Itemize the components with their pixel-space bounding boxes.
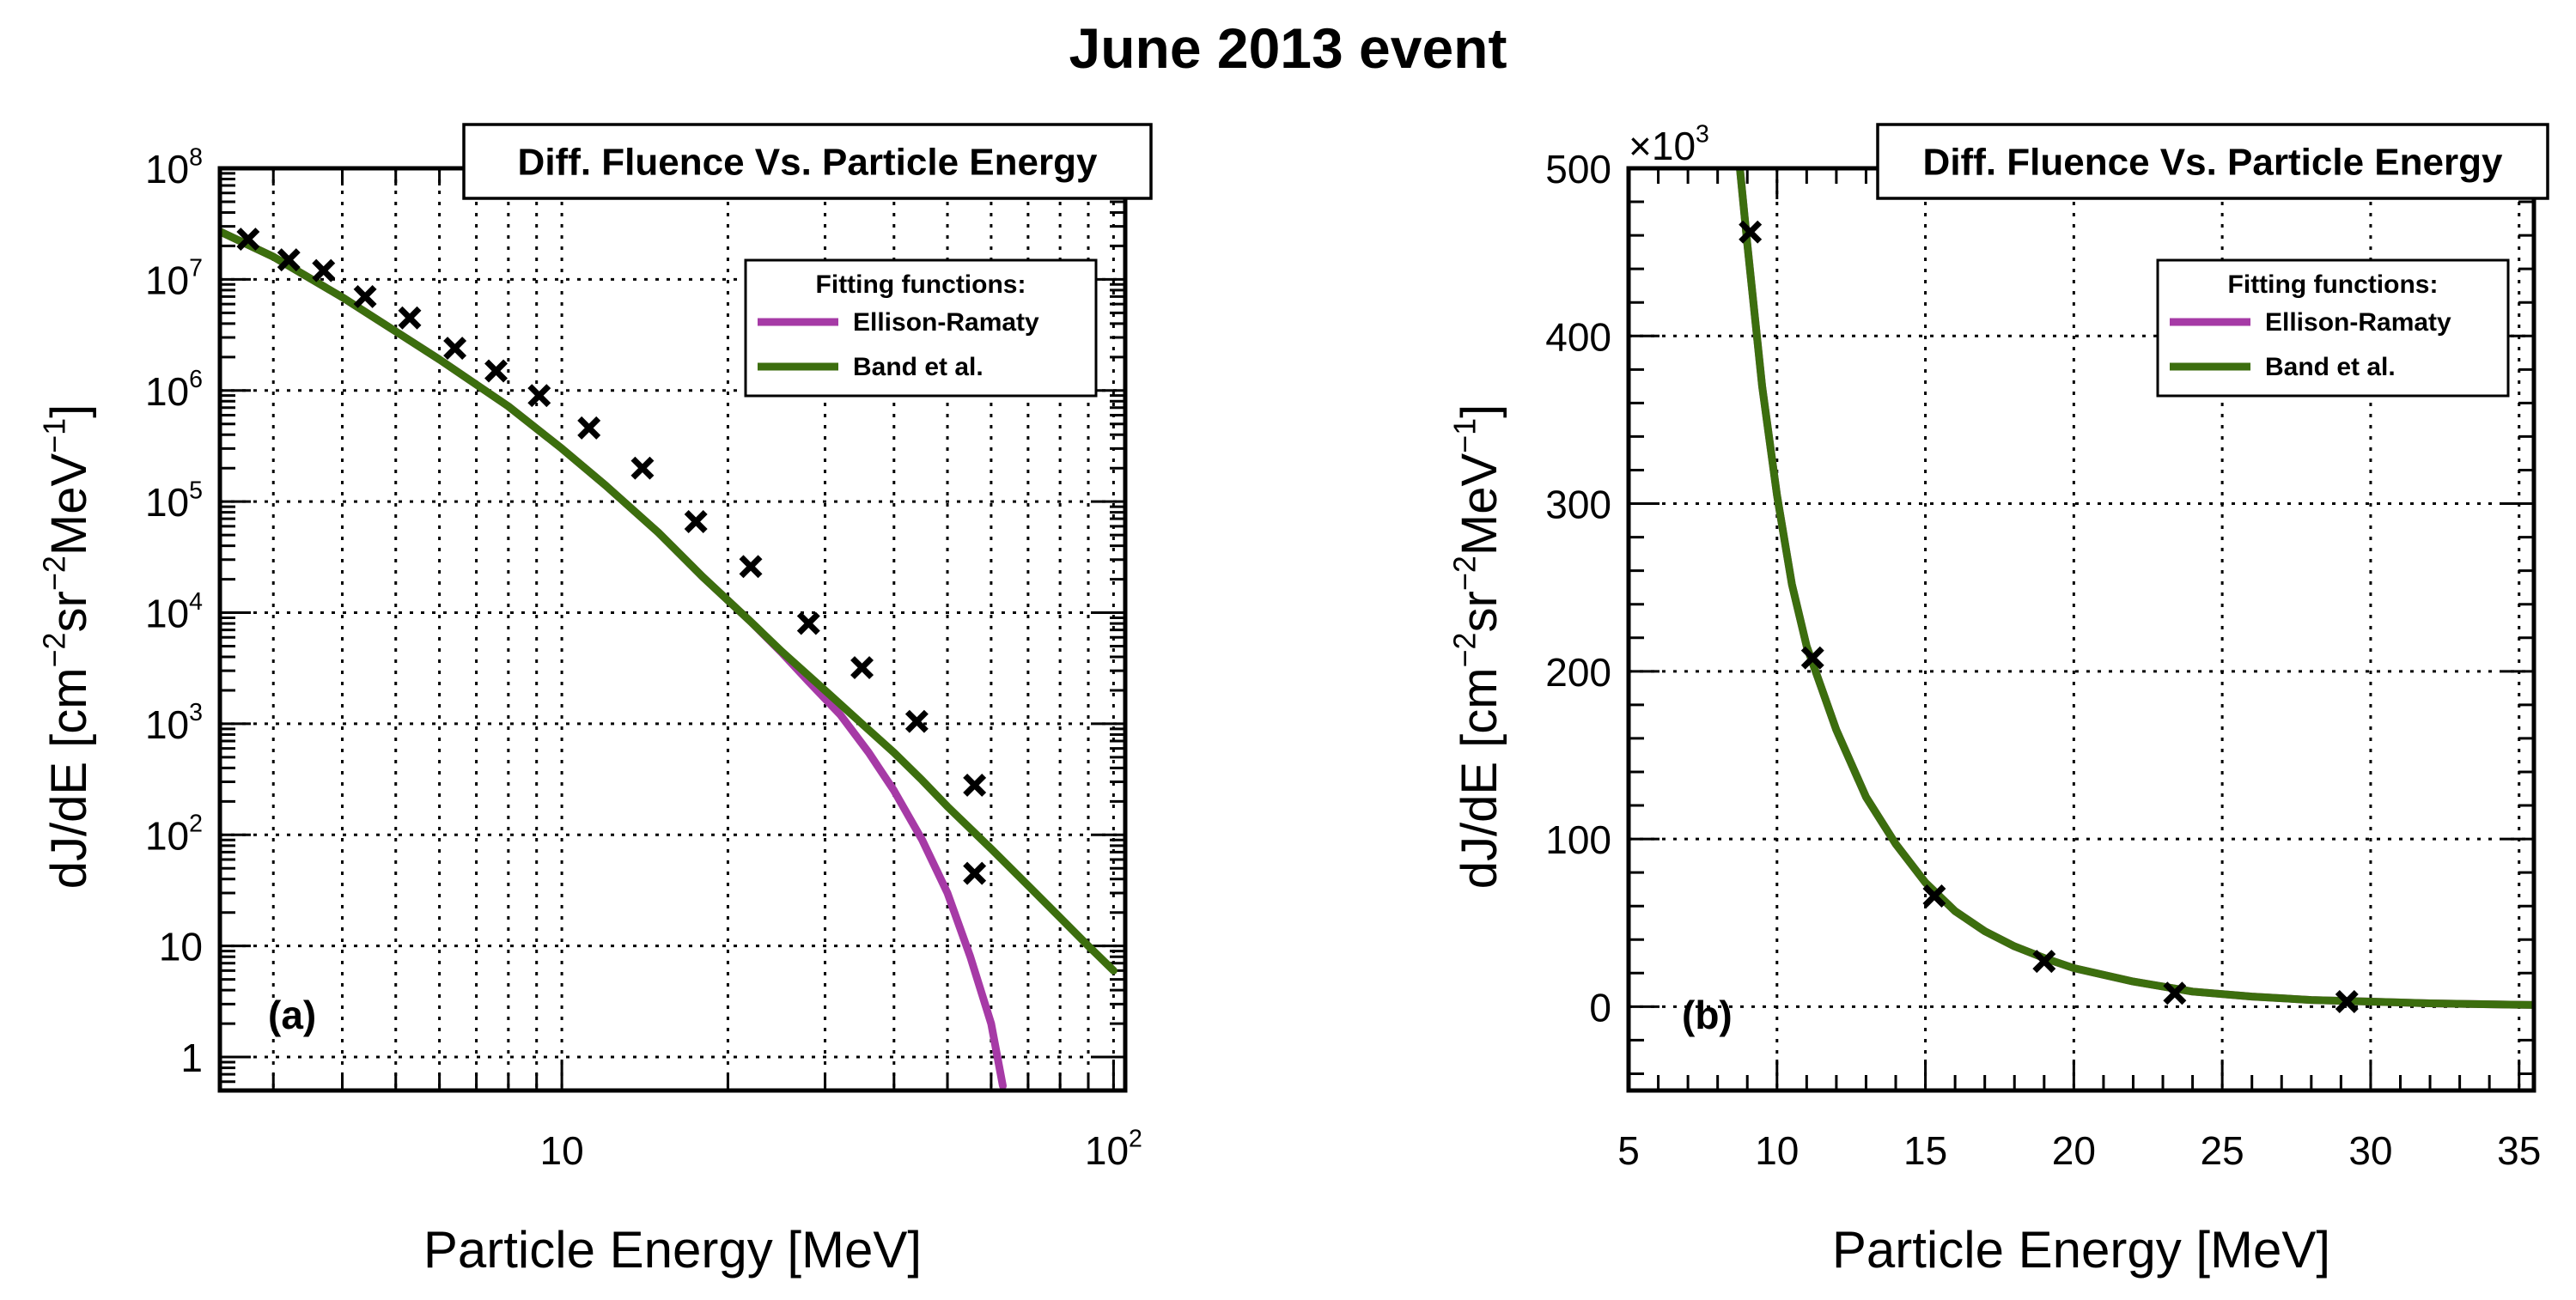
- y-tick-label: 10: [159, 925, 203, 969]
- legend-title: Fitting functions:: [2228, 270, 2439, 299]
- y-tick-label: 105: [145, 477, 203, 525]
- legend-entry: Band et al.: [2265, 353, 2396, 381]
- panel-title: Diff. Fluence Vs. Particle Energy: [518, 141, 1098, 183]
- data-point-marker: [484, 359, 509, 383]
- y-axis-multiplier: ×103: [1629, 120, 1709, 168]
- legend-entry: Ellison-Ramaty: [853, 308, 1039, 337]
- figure-title: June 2013 event: [1069, 16, 1507, 80]
- panel-a: 1 10 102 103 104 105 106 107 108 10 102 Particle En…: [37, 123, 1153, 1279]
- data-point-marker: [2335, 990, 2359, 1013]
- data-point-marker: [904, 709, 929, 733]
- band-fit-curve: [1736, 168, 2534, 1009]
- panel-title-box: Diff. Fluence Vs. Particle Energy: [462, 123, 1153, 200]
- x-tick-label: 25: [2201, 1128, 2244, 1173]
- x-tick-label: 102: [1085, 1125, 1142, 1173]
- y-axis-label: dJ/dE [cm−2sr−2MeV−1]: [37, 404, 97, 890]
- y-tick-label: 0: [1589, 985, 1611, 1030]
- x-axis-label: Particle Energy [MeV]: [423, 1221, 922, 1279]
- data-point-marker: [850, 656, 874, 680]
- markers-b: [1739, 220, 2359, 1013]
- curves-a: [220, 228, 1117, 1090]
- panel-title-box: Diff. Fluence Vs. Particle Energy: [1876, 123, 2549, 200]
- data-point-marker: [739, 555, 763, 579]
- markers-a: [236, 228, 987, 885]
- y-tick-label: 102: [145, 811, 203, 859]
- data-point-marker: [312, 258, 336, 282]
- data-point-marker: [577, 416, 601, 440]
- x-axis-label: Particle Energy [MeV]: [1832, 1221, 2330, 1279]
- legend-box: [744, 258, 1098, 398]
- legend-b: Fitting functions: Ellison-Ramaty Band et …: [2156, 258, 2510, 398]
- x-tick-label: 35: [2497, 1128, 2541, 1173]
- y-tick-label: 106: [145, 366, 203, 414]
- x-tick-label: 10: [1755, 1128, 1799, 1173]
- y-tick-label: 103: [145, 699, 203, 747]
- panel-title-frame: [462, 123, 1153, 200]
- y-axis-label: dJ/dE [cm−2sr−2MeV−1]: [1447, 404, 1507, 890]
- y-tick-label: 1: [180, 1036, 203, 1080]
- data-point-marker: [630, 456, 655, 480]
- grid-b: [1629, 168, 2534, 1090]
- data-point-marker: [443, 337, 467, 361]
- y-tick-label: 400: [1545, 314, 1611, 359]
- data-point-marker: [1800, 646, 1824, 670]
- legend-entry: Band et al.: [853, 353, 984, 381]
- y-tick-label: 300: [1545, 483, 1611, 527]
- legend-entry: Ellison-Ramaty: [2265, 308, 2451, 337]
- data-point-marker: [1739, 220, 1763, 244]
- x-tick-label: 10: [540, 1128, 584, 1173]
- legend-a: Fitting functions: Ellison-Ramaty Band et …: [744, 258, 1098, 398]
- y-tick-label: 500: [1545, 147, 1611, 191]
- data-point-marker: [684, 510, 708, 533]
- legend-box: [2156, 258, 2510, 398]
- x-tick-label: 30: [2348, 1128, 2392, 1173]
- panel-b: 5 10 15 20 25 30 35 0 100 200 300 400 500 ×103 Particl…: [1447, 120, 2549, 1279]
- band-fit-curve: [220, 228, 1117, 975]
- data-point-marker: [1922, 884, 1946, 908]
- x-tick-label: 15: [1903, 1128, 1947, 1173]
- data-point-marker: [277, 248, 301, 272]
- data-point-marker: [398, 306, 422, 330]
- x-tick-label: 20: [2052, 1128, 2096, 1173]
- data-point-marker: [2032, 950, 2056, 974]
- y-tick-label: 107: [145, 255, 203, 303]
- y-tick-label: 100: [1545, 817, 1611, 862]
- y-tick-label: 108: [145, 143, 203, 191]
- data-point-marker: [2163, 981, 2187, 1005]
- data-point-marker: [963, 861, 987, 885]
- y-tick-label: 200: [1545, 650, 1611, 695]
- panel-title: Diff. Fluence Vs. Particle Energy: [1923, 141, 2503, 183]
- data-point-marker: [963, 773, 987, 797]
- data-point-marker: [796, 611, 820, 635]
- y-tick-label: 104: [145, 588, 203, 636]
- data-point-marker: [527, 384, 551, 408]
- legend-title: Fitting functions:: [816, 270, 1026, 299]
- data-point-marker: [353, 284, 377, 308]
- panel-label-a: (a): [268, 993, 316, 1037]
- data-point-marker: [236, 228, 260, 252]
- panel-title-frame: [1876, 123, 2549, 200]
- curves-b: [1736, 168, 2534, 1009]
- x-tick-label: 5: [1617, 1128, 1640, 1173]
- panel-label-b: (b): [1682, 993, 1733, 1037]
